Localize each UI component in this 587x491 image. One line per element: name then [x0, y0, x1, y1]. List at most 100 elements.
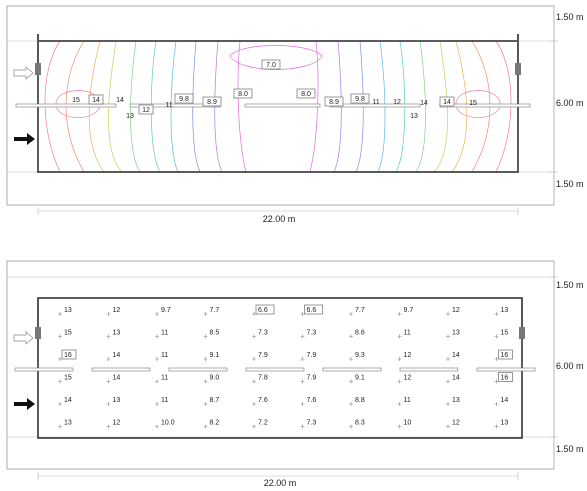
- grid-cell: 13: [446, 397, 460, 406]
- grid-cell: 7.9: [252, 352, 268, 361]
- grid-value: 12: [452, 307, 460, 314]
- grid-point-marker: [58, 334, 62, 339]
- grid-cell: 15: [58, 375, 72, 384]
- luminaire-bar-b4: [245, 367, 305, 372]
- grid-point-marker: [58, 312, 62, 316]
- grid-value: 14: [452, 375, 460, 382]
- isolux-line: [108, 40, 123, 173]
- grid-cell: 7.7: [349, 307, 365, 316]
- grid-cell: 12: [397, 352, 411, 361]
- grid-cell: 7.9: [300, 375, 316, 384]
- grid-value: 14: [64, 397, 72, 404]
- contour-label: 8.9: [324, 96, 344, 107]
- grid-value-box: [61, 349, 77, 360]
- grid-cell: 7.6: [300, 397, 317, 406]
- grid-point-marker: [252, 402, 256, 406]
- grid-cell: 12: [106, 307, 120, 316]
- dim-top-margin-b: 1.50 m: [556, 280, 584, 290]
- contour-label: 11: [165, 102, 172, 109]
- grid-point-marker: [446, 357, 450, 361]
- grid-cell: 11: [397, 330, 411, 339]
- grid-point-marker: [446, 402, 450, 406]
- isolux-line: [130, 40, 141, 173]
- isolux-line: [495, 40, 512, 173]
- grid-point-marker: [397, 379, 402, 384]
- contour-label-box: [439, 96, 455, 107]
- grid-cell: 9.7: [155, 307, 171, 316]
- contour-label: 14: [420, 100, 428, 107]
- luminaire-bar-1: [15, 103, 117, 108]
- grid-point-marker: [494, 402, 499, 406]
- grid-value: 11: [161, 352, 168, 359]
- grid-cell: 7.3: [300, 330, 317, 339]
- isolux-line: [44, 40, 61, 173]
- isolux-line: [309, 40, 319, 173]
- isolux-line: [395, 40, 406, 173]
- grid-cell: 12: [446, 307, 460, 316]
- grid-point-marker: [106, 402, 111, 406]
- grid-point-marker: [155, 334, 159, 339]
- dim-court-height: 6.00 m: [556, 98, 584, 108]
- grid-value: 16: [501, 352, 509, 359]
- grid-point-marker: [397, 424, 402, 429]
- dim-top-margin: 1.50 m: [556, 12, 584, 22]
- contour-label: 9.8: [174, 93, 194, 104]
- grid-value: 8.2: [210, 420, 220, 427]
- grid-point-marker: [397, 357, 402, 361]
- grid-cell: 6.6: [252, 304, 275, 316]
- grid-cell: 12: [106, 420, 120, 429]
- viewer-arrow-icon-b: [14, 398, 35, 410]
- contour-label-text: 13: [126, 113, 134, 120]
- grid-cell: 14: [106, 375, 120, 384]
- contour-label-text: 8.9: [207, 99, 217, 106]
- grid-cell: 11: [155, 330, 168, 339]
- grid-point-marker: [155, 312, 159, 316]
- grid-point-marker: [494, 379, 499, 384]
- contour-label: 11: [372, 99, 379, 106]
- contour-label: 12: [138, 104, 154, 115]
- grid-cell: 11: [155, 397, 168, 406]
- grid-cell: 9.7: [397, 307, 413, 316]
- grid-cell: 8.8: [349, 397, 365, 406]
- grid-value: 7.6: [307, 397, 317, 404]
- contour-label-text: 9.8: [355, 96, 365, 103]
- grid-point-marker: [155, 424, 159, 429]
- contour-label-box: [350, 93, 370, 104]
- grid-cell: 8.2: [203, 420, 220, 429]
- grid-cell: 7.8: [252, 375, 268, 384]
- grid-cell: 13: [106, 397, 120, 406]
- grid-point-marker: [58, 379, 62, 384]
- grid-point-marker: [494, 312, 499, 316]
- grid-cell: 13: [106, 330, 120, 339]
- grid-point-marker: [106, 357, 111, 361]
- contour-label-text: 14: [92, 97, 100, 104]
- grid-value: 13: [64, 420, 72, 427]
- grid-point-marker: [300, 379, 305, 384]
- grid-cell: 13: [446, 330, 460, 339]
- contour-label-box: [233, 88, 253, 99]
- grid-value: 9.3: [355, 352, 365, 359]
- grid-point-marker: [203, 402, 208, 406]
- grid-value: 7.3: [307, 330, 317, 337]
- contour-label-box: [174, 93, 194, 104]
- contour-label-text: 14: [420, 100, 428, 107]
- grid-cell: 9.1: [203, 352, 219, 361]
- grid-point-marker: [300, 402, 305, 406]
- grid-point-marker: [106, 312, 111, 316]
- grid-cell: 16: [58, 349, 77, 361]
- contour-label-text: 14: [116, 97, 124, 104]
- grid-value: 14: [501, 397, 509, 404]
- grid-value: 7.3: [307, 420, 317, 427]
- contour-label-text: 8.9: [329, 99, 339, 106]
- grid-point-marker: [106, 334, 111, 339]
- grid-value: 7.2: [258, 420, 268, 427]
- illuminance-grid: 13 12 9.7 7.7 6.6 6.6 7.7 9.7 12 13 15 13 11 8.5 7.3 7.…: [58, 304, 513, 429]
- grid-point-marker: [300, 334, 305, 339]
- grid-cell: 11: [397, 397, 411, 406]
- grid-value: 7.9: [258, 352, 268, 359]
- grid-value: 16: [501, 375, 509, 382]
- contour-label: 8.0: [296, 88, 316, 99]
- contour-label: 9.8: [350, 93, 370, 104]
